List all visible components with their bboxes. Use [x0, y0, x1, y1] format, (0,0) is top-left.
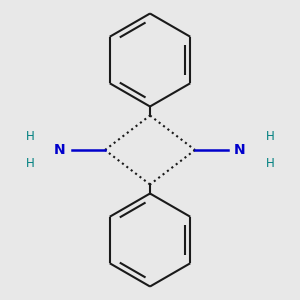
Text: H: H [26, 157, 34, 170]
Text: H: H [266, 157, 274, 170]
Text: H: H [26, 130, 34, 143]
Text: N: N [234, 143, 246, 157]
Text: H: H [266, 130, 274, 143]
Text: N: N [54, 143, 66, 157]
